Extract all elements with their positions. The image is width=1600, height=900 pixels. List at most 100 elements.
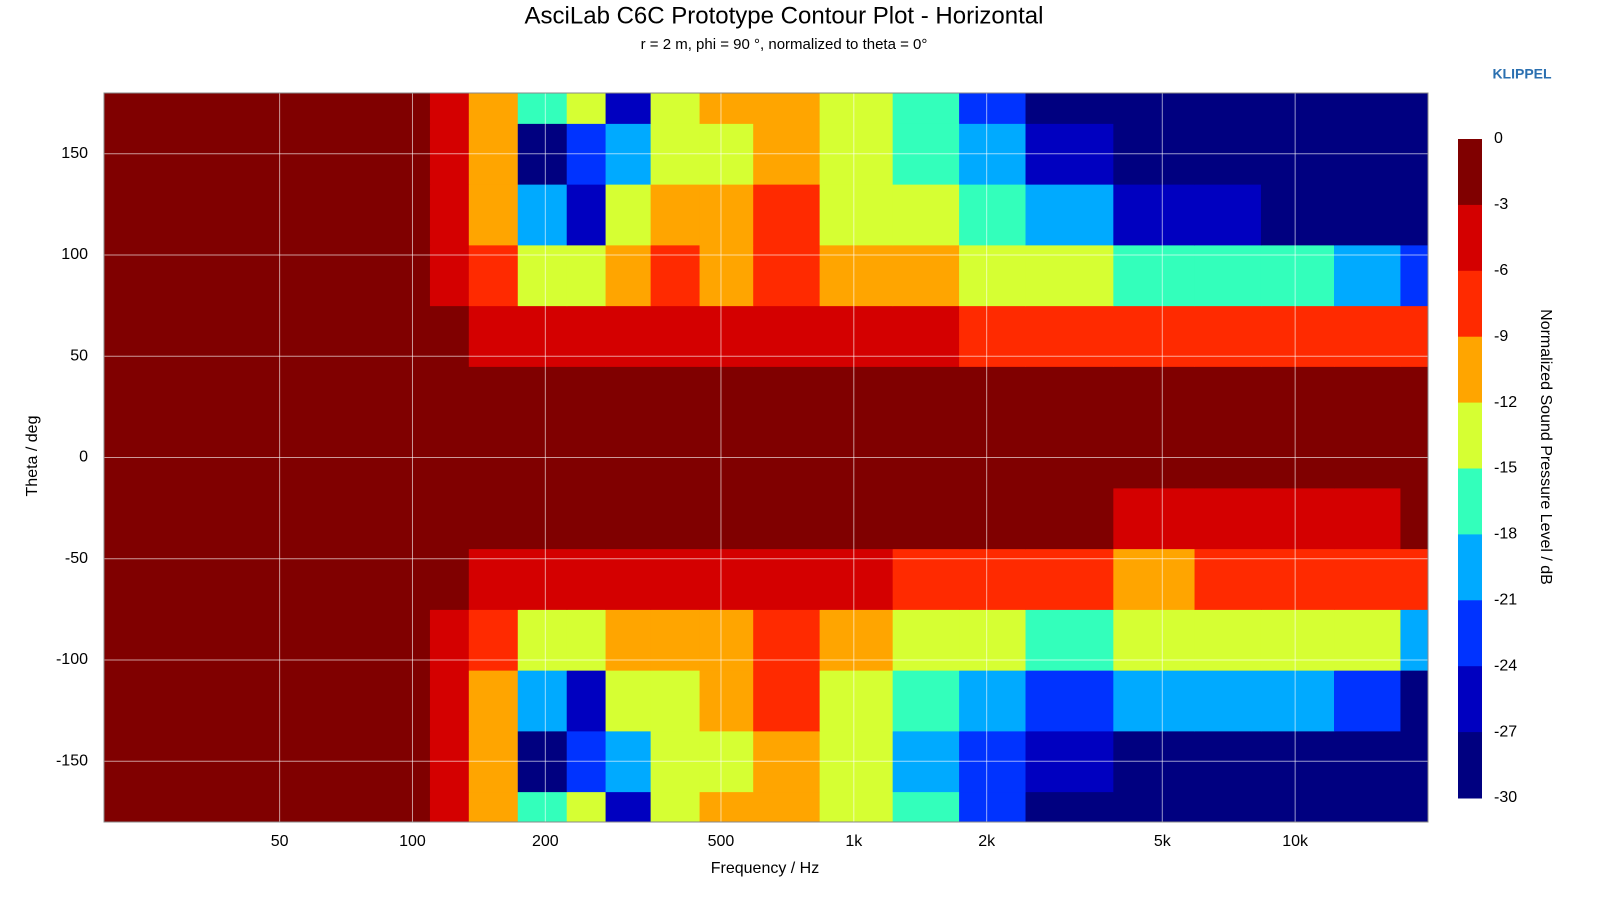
contour-cell <box>566 244 607 307</box>
contour-cell <box>142 670 232 732</box>
contour-cell <box>699 548 754 610</box>
contour-cell <box>566 93 607 124</box>
contour-cell <box>1260 93 1335 124</box>
contour-cell <box>378 184 431 246</box>
contour-cell <box>429 366 470 428</box>
contour-cell <box>892 93 960 124</box>
contour-cell <box>1194 609 1262 671</box>
contour-cell <box>1400 670 1429 732</box>
contour-cell <box>605 487 652 550</box>
contour-cell <box>699 244 754 307</box>
contour-cell <box>650 670 701 732</box>
contour-cell <box>378 366 431 428</box>
contour-cell <box>517 548 568 610</box>
contour-cell <box>753 791 821 823</box>
contour-cell <box>104 487 144 550</box>
contour-cell <box>819 305 894 367</box>
contour-cell <box>1260 670 1335 732</box>
y-tick-label: 100 <box>61 246 88 263</box>
contour-cell <box>650 791 701 823</box>
contour-cell <box>1194 305 1262 367</box>
contour-cell <box>104 184 144 246</box>
contour-cell <box>699 487 754 550</box>
colorbar-band <box>1458 666 1482 733</box>
contour-cell <box>605 791 652 823</box>
contour-cell <box>517 244 568 307</box>
contour-cell <box>605 305 652 367</box>
contour-cell <box>230 93 313 124</box>
contour-cell <box>1334 366 1401 428</box>
contour-cell <box>230 670 313 732</box>
contour-cell <box>230 791 313 823</box>
contour-cell <box>429 244 470 307</box>
contour-cell <box>819 244 894 307</box>
contour-cell <box>959 609 1027 671</box>
contour-cell <box>605 548 652 610</box>
contour-cell <box>699 791 754 823</box>
contour-cell <box>566 366 607 428</box>
y-tick-label: 0 <box>79 449 88 466</box>
contour-cell <box>142 791 232 823</box>
contour-cell <box>566 184 607 246</box>
colorbar-tick-label: -18 <box>1494 526 1517 543</box>
contour-cell <box>104 244 144 307</box>
x-tick-label: 100 <box>399 833 426 850</box>
x-tick-label: 2k <box>978 833 996 850</box>
contour-cell <box>892 609 960 671</box>
contour-cell <box>566 548 607 610</box>
contour-cell <box>311 244 379 307</box>
contour-cell <box>1025 93 1114 124</box>
contour-cell <box>517 791 568 823</box>
contour-cell <box>566 305 607 367</box>
contour-cell <box>311 670 379 732</box>
contour-cell <box>517 366 568 428</box>
contour-cell <box>699 366 754 428</box>
contour-cell <box>429 548 470 610</box>
contour-cell <box>1260 244 1335 307</box>
chart-title: AsciLab C6C Prototype Contour Plot - Hor… <box>525 2 1044 29</box>
contour-cell <box>566 791 607 823</box>
contour-cell <box>230 487 313 550</box>
contour-cell <box>892 791 960 823</box>
contour-cell <box>517 305 568 367</box>
contour-cell <box>1113 609 1196 671</box>
contour-cell <box>1334 93 1401 124</box>
contour-cell <box>1194 366 1262 428</box>
contour-cell <box>959 548 1027 610</box>
x-tick-label: 10k <box>1282 833 1309 850</box>
contour-cell <box>1400 93 1429 124</box>
contour-cell <box>378 93 431 124</box>
contour-cell <box>378 609 431 671</box>
contour-cell <box>1400 791 1429 823</box>
contour-cell <box>605 184 652 246</box>
colorbar-band <box>1458 732 1482 799</box>
contour-cell <box>819 487 894 550</box>
contour-cell <box>892 670 960 732</box>
contour-cell <box>1025 487 1114 550</box>
contour-cell <box>468 184 519 246</box>
contour-cell <box>104 366 144 428</box>
contour-cell <box>1400 487 1429 550</box>
contour-cell <box>104 548 144 610</box>
contour-cell <box>699 305 754 367</box>
y-tick-label: 50 <box>70 347 88 364</box>
contour-cell <box>311 609 379 671</box>
contour-cell <box>566 487 607 550</box>
contour-cell <box>1113 548 1196 610</box>
contour-cell <box>650 487 701 550</box>
contour-cell <box>959 93 1027 124</box>
contour-cell <box>1400 184 1429 246</box>
contour-cell <box>1400 366 1429 428</box>
contour-cell <box>650 305 701 367</box>
contour-cell <box>1260 609 1335 671</box>
contour-cell <box>1025 366 1114 428</box>
contour-cell <box>753 244 821 307</box>
contour-cell <box>142 93 232 124</box>
contour-cell <box>819 184 894 246</box>
y-tick-label: -50 <box>65 550 88 567</box>
y-axis-label: Theta / deg <box>24 416 41 497</box>
contour-cell <box>1025 791 1114 823</box>
contour-cell <box>104 305 144 367</box>
contour-cell <box>650 93 701 124</box>
contour-cell <box>753 366 821 428</box>
